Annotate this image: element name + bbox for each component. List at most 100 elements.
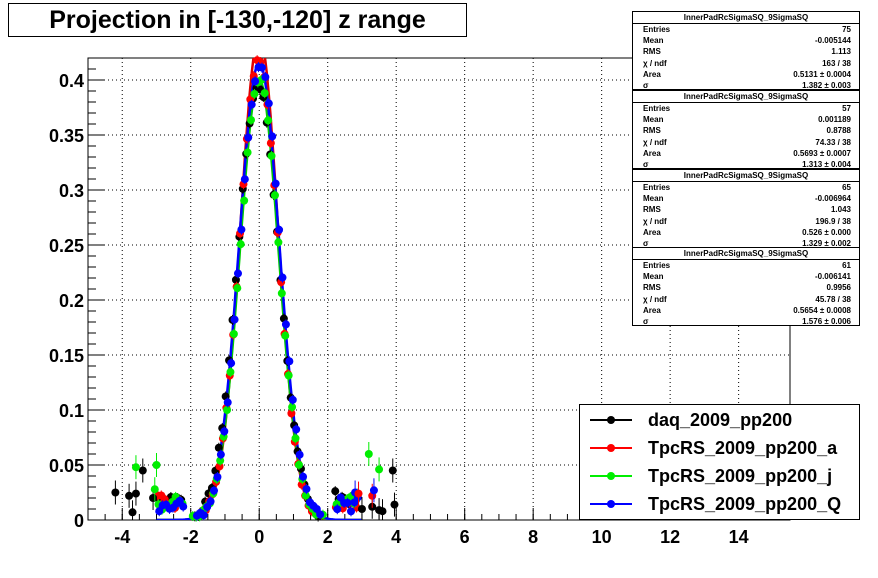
legend-marker [580,434,640,462]
data-point [179,502,188,511]
data-point [213,473,222,482]
stat-row: Entries 65 [633,182,859,193]
data-point [240,196,249,205]
legend-label: TpcRS_2009_pp200_Q [648,493,842,514]
stat-row: σ 1.329 ± 0.002 [633,238,859,249]
data-point [288,403,297,412]
data-point [277,289,286,298]
stat-value: 57 [842,104,851,113]
x-tick-label: 10 [592,527,612,547]
stat-value: 0.5131 ± 0.0004 [793,69,851,79]
data-point [285,357,294,366]
x-tick-label: 8 [528,527,538,547]
stat-row: Area 0.5693 ± 0.0007 [633,148,859,159]
data-point [364,450,373,458]
legend-label: daq_2009_pp200 [648,409,793,430]
stat-title: InnerPadRcSigmaSQ_9SigmaSQ [633,248,859,260]
data-point [155,507,164,516]
legend-marker [580,490,640,518]
legend-entry: TpcRS_2009_pp200_j [580,462,859,490]
data-point [291,434,300,443]
stat-value: 1.113 [831,47,851,57]
stat-row: Mean -0.006964 [633,193,859,204]
x-tick-label: 6 [460,527,470,547]
axis-layer: -4 -2 0 2 4 6 8 10 12 14 0 0.05 0.1 0.15 0.2 0.25 0.3 0.3… [49,68,791,547]
stat-row: Mean 0.001189 [633,114,859,125]
data-point [316,510,325,519]
data-point [267,151,276,160]
stat-row: Entries 75 [633,24,859,35]
data-point [233,284,242,293]
stat-value: 0.001189 [818,115,851,125]
stat-label: σ [643,316,649,326]
data-point [354,489,363,498]
data-point [243,148,252,157]
stat-row: σ 1.576 ± 0.006 [633,316,859,327]
data-point [237,225,246,234]
stat-value: 1.043 [830,205,851,215]
stat-value: 0.9956 [826,283,851,293]
stat-label: χ / ndf [643,216,667,226]
x-tick-label: 4 [391,527,401,547]
data-point [257,63,266,72]
data-point [233,269,242,278]
data-point [131,463,140,472]
stat-row: χ / ndf 196.9 / 38 [633,216,859,227]
data-point [268,132,277,141]
stat-value: 74.33 / 38 [815,137,851,147]
data-point [206,497,215,506]
x-tick-label: 14 [729,527,749,547]
stat-row: RMS 0.8788 [633,125,859,136]
x-tick-label: 2 [323,527,333,547]
stat-box-2: InnerPadRcSigmaSQ_9SigmaSQ Entries 57 Mea… [632,90,860,169]
data-point [274,238,283,247]
stat-label: Entries [643,104,671,113]
stat-value: 75 [842,25,851,34]
stat-box-1: InnerPadRcSigmaSQ_9SigmaSQ Entries 75 Mea… [632,11,860,90]
stat-value: -0.006964 [814,194,851,204]
stat-value: 0.8788 [826,126,851,136]
data-point [227,359,236,368]
legend-marker [580,406,640,434]
stat-label: Mean [643,194,664,204]
stat-label: χ / ndf [643,58,667,68]
stat-box-4: InnerPadRcSigmaSQ_9SigmaSQ Entries 61 Mea… [632,247,860,326]
stat-value: 0.5654 ± 0.0008 [793,305,851,315]
data-point [111,488,120,497]
legend-entry: TpcRS_2009_pp200_Q [580,490,859,518]
data-point [216,450,225,459]
stat-row: Area 0.5131 ± 0.0004 [633,69,859,80]
data-point [275,225,284,234]
stat-label: Area [643,69,661,79]
stat-value: 0.526 ± 0.000 [802,227,851,237]
data-point [264,99,273,108]
data-point [230,315,239,324]
data-point [128,508,137,517]
data-point [220,427,229,436]
legend-entry: daq_2009_pp200 [580,406,859,434]
stat-value: 163 / 38 [822,58,851,68]
legend-marker [580,462,640,490]
stat-label: RMS [643,205,661,215]
data-point [247,115,256,124]
data-point [331,487,340,496]
data-point [288,395,297,404]
stat-label: Mean [643,36,664,46]
data-point [226,368,235,377]
data-point [229,329,238,338]
data-point [216,456,225,465]
data-point [223,398,232,407]
data-point [125,491,134,500]
x-tick-label: -4 [114,527,130,547]
data-point [271,179,280,188]
data-point [223,405,232,414]
stat-value: 0.5693 ± 0.0007 [793,148,851,158]
data-point [149,494,158,502]
data-point [260,89,269,98]
data-point [261,73,270,82]
x-tick-label: 12 [660,527,680,547]
data-point [281,331,290,340]
stat-label: Entries [643,261,671,270]
data-point [375,465,384,474]
y-tick-label: 0.1 [59,401,84,421]
